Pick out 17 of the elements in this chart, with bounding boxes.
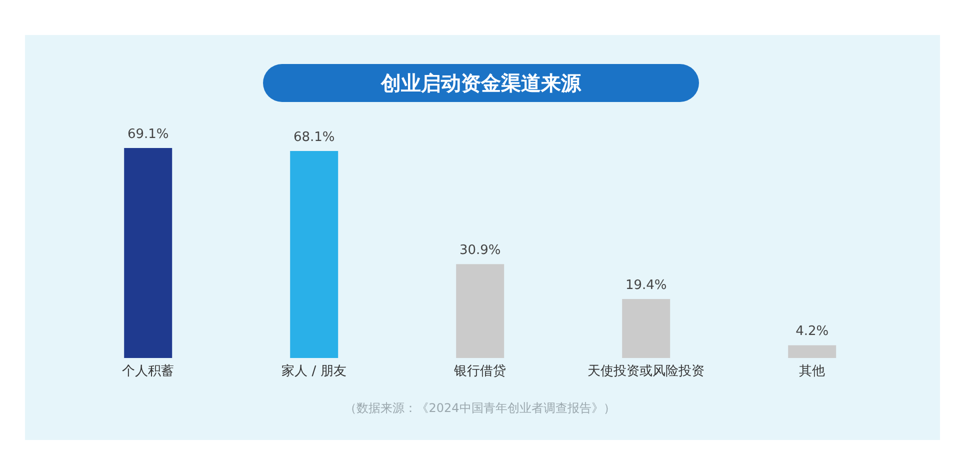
bar: [290, 151, 338, 358]
data-label: 69.1%: [127, 127, 169, 142]
x-tick-label: 家人 / 朋友: [282, 363, 346, 380]
chart-title: 创业启动资金渠道来源: [263, 64, 699, 102]
x-tick-label: 天使投资或风险投资: [588, 364, 704, 380]
data-label: 19.4%: [625, 278, 667, 294]
x-tick-label: 其他: [799, 364, 825, 380]
bar: [456, 264, 504, 358]
text: （数据来源：《2024中国青年创业者调查报告》）: [344, 400, 616, 417]
bar: [788, 345, 836, 358]
x-tick-label: 个人积蓄: [122, 364, 174, 380]
data-label: 4.2%: [796, 324, 829, 340]
x-tick-label: 银行借贷: [453, 364, 506, 380]
data-label: 68.1%: [293, 130, 335, 146]
bar: [622, 299, 670, 358]
data-label: 30.9%: [459, 243, 501, 258]
bar: [124, 148, 172, 358]
